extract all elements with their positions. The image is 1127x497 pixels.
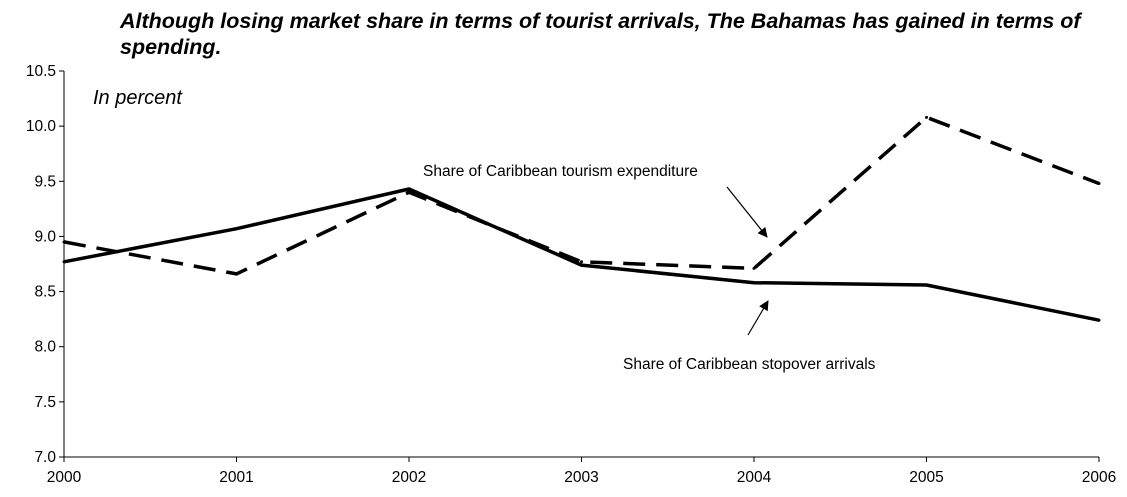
x-tick-label: 2004 xyxy=(737,469,772,486)
x-tick-label: 2000 xyxy=(47,469,82,486)
annotation-expenditure-label: Share of Caribbean tourism expenditure xyxy=(423,163,698,180)
data-point-stopover-arrivals xyxy=(1097,318,1101,322)
chart-series xyxy=(62,115,1101,322)
y-tick-label: 10.5 xyxy=(26,63,56,80)
data-point-tourism-expenditure xyxy=(62,240,66,244)
data-point-stopover-arrivals xyxy=(407,187,411,191)
annotation-expenditure-arrow xyxy=(726,186,768,238)
data-point-stopover-arrivals xyxy=(62,260,66,264)
annotation-arrivals-label: Share of Caribbean stopover arrivals xyxy=(623,356,876,373)
data-point-tourism-expenditure xyxy=(407,190,411,194)
data-point-tourism-expenditure xyxy=(580,260,583,264)
y-tick-label: 8.0 xyxy=(34,339,56,356)
y-tick-label: 10.0 xyxy=(26,118,57,135)
data-point-tourism-expenditure xyxy=(235,272,238,276)
x-tick-label: 2002 xyxy=(392,469,426,486)
data-point-tourism-expenditure xyxy=(752,266,756,270)
x-tick-label: 2001 xyxy=(219,469,253,486)
data-point-stopover-arrivals xyxy=(925,283,928,287)
y-tick-label: 7.0 xyxy=(34,449,56,466)
data-point-stopover-arrivals xyxy=(235,227,238,231)
y-tick-label: 9.0 xyxy=(34,228,56,245)
series-line-tourism-expenditure xyxy=(63,115,1100,276)
chart-title: Although losing market share in terms of… xyxy=(120,9,1081,59)
data-point-stopover-arrivals xyxy=(752,281,756,285)
data-point-tourism-expenditure xyxy=(1097,181,1101,185)
y-tick-label: 9.5 xyxy=(34,173,56,190)
data-point-tourism-expenditure xyxy=(925,115,928,119)
data-point-stopover-arrivals xyxy=(580,263,583,267)
y-tick-label: 7.5 xyxy=(34,394,56,411)
series-line-stopover-arrivals xyxy=(63,187,1100,322)
annotation-arrivals-arrow xyxy=(747,300,769,336)
x-tick-label: 2003 xyxy=(564,469,598,486)
x-tick-label: 2006 xyxy=(1082,469,1116,486)
chart-annotations: In percent Share of Caribbean tourism ex… xyxy=(93,87,876,373)
y-tick-label: 8.5 xyxy=(34,284,56,301)
chart-axes: 7.0 7.5 8.0 8.5 9.0 9.5 10.0 10.5 2000 2001 2002 20… xyxy=(26,63,1116,486)
chart-subtitle: In percent xyxy=(93,87,183,109)
x-tick-label: 2005 xyxy=(909,469,943,486)
